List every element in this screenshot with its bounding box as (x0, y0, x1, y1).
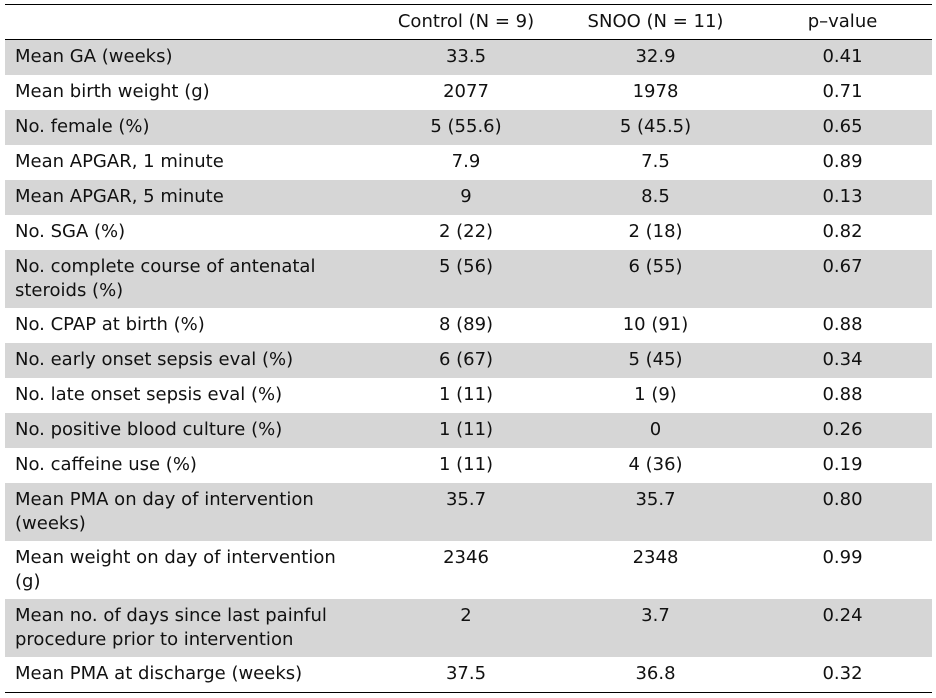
snoo-value: 35.7 (558, 483, 753, 541)
row-label: No. complete course of antenatal steroid… (5, 250, 374, 308)
p-value: 0.19 (822, 454, 863, 475)
p-value: 0.80 (753, 483, 932, 541)
row-label: No. early onset sepsis eval (%) (5, 343, 374, 378)
table-row: No. late onset sepsis eval (%) 1 (11) 1 … (5, 378, 932, 413)
control-value: 2346 (443, 547, 489, 568)
snoo-value: 4 (36) (628, 454, 683, 475)
table-row: Mean PMA on day of intervention (weeks) … (5, 483, 932, 541)
header-p-value: p–value (807, 11, 878, 32)
p-value: 0.88 (822, 384, 863, 405)
row-label: Mean GA (weeks) (5, 39, 374, 75)
table-row: Mean APGAR, 5 minute 9 8.5 0.13 (5, 180, 932, 215)
snoo-value: 2 (18) (628, 221, 683, 242)
table-row: Mean GA (weeks) 33.5 32.9 0.41 (5, 39, 932, 75)
p-value: 0.89 (822, 151, 863, 172)
control-value: 5 (55.6) (374, 110, 558, 145)
snoo-value: 2348 (632, 547, 679, 568)
p-value: 0.32 (822, 663, 863, 684)
table-row: Mean PMA at discharge (weeks) 37.5 36.8 … (5, 657, 932, 693)
row-label: No. caffeine use (%) (15, 454, 197, 475)
row-label: Mean PMA at discharge (weeks) (15, 663, 303, 684)
p-value: 0.67 (753, 250, 932, 308)
control-value: 1 (11) (374, 413, 558, 448)
row-label: Mean APGAR, 1 minute (15, 151, 224, 172)
snoo-value: 10 (91) (622, 314, 689, 335)
p-value: 0.65 (753, 110, 932, 145)
comparison-table-container: Control (N = 9) SNOO (N = 11) p–value Me… (5, 4, 932, 693)
comparison-table: Control (N = 9) SNOO (N = 11) p–value Me… (5, 4, 932, 693)
table-row: No. positive blood culture (%) 1 (11) 0 … (5, 413, 932, 448)
snoo-value: 32.9 (558, 39, 753, 75)
table-row: No. early onset sepsis eval (%) 6 (67) 5… (5, 343, 932, 378)
row-label: No. CPAP at birth (%) (15, 314, 205, 335)
control-value: 2077 (443, 81, 489, 102)
control-value: 8 (89) (438, 314, 494, 335)
table-row: Mean birth weight (g) 2077 1978 0.71 (5, 75, 932, 110)
control-value: 7.9 (451, 151, 481, 172)
row-label: Mean no. of days since last painful proc… (5, 599, 374, 657)
p-value: 0.88 (822, 314, 863, 335)
table-row: Mean APGAR, 1 minute 7.9 7.5 0.89 (5, 145, 932, 180)
control-value: 9 (374, 180, 558, 215)
header-control: Control (N = 9) (397, 11, 535, 32)
control-value: 2 (22) (438, 221, 494, 242)
table-row: Mean no. of days since last painful proc… (5, 599, 932, 657)
control-value: 2 (374, 599, 558, 657)
snoo-value: 0 (558, 413, 753, 448)
snoo-value: 3.7 (558, 599, 753, 657)
control-value: 1 (11) (438, 454, 494, 475)
control-value: 35.7 (374, 483, 558, 541)
p-value: 0.26 (753, 413, 932, 448)
control-value: 5 (56) (374, 250, 558, 308)
p-value: 0.71 (822, 81, 863, 102)
control-value: 37.5 (445, 663, 487, 684)
p-value: 0.82 (822, 221, 863, 242)
table-row: No. SGA (%) 2 (22) 2 (18) 0.82 (5, 215, 932, 250)
row-label: Mean APGAR, 5 minute (5, 180, 374, 215)
header-snoo: SNOO (N = 11) (587, 11, 724, 32)
row-label: No. female (%) (5, 110, 374, 145)
p-value: 0.41 (753, 39, 932, 75)
row-label: Mean PMA on day of intervention (weeks) (5, 483, 374, 541)
table-row: No. caffeine use (%) 1 (11) 4 (36) 0.19 (5, 448, 932, 483)
row-label: No. SGA (%) (15, 221, 126, 242)
snoo-value: 1978 (632, 81, 679, 102)
header-variable (5, 5, 374, 40)
row-label: Mean birth weight (g) (15, 81, 210, 102)
p-value: 0.99 (822, 547, 863, 568)
p-value: 0.13 (753, 180, 932, 215)
row-label: No. late onset sepsis eval (%) (15, 384, 283, 405)
control-value: 33.5 (374, 39, 558, 75)
row-label: No. positive blood culture (%) (5, 413, 374, 448)
snoo-value: 8.5 (558, 180, 753, 215)
snoo-value: 5 (45.5) (558, 110, 753, 145)
table-row: No. female (%) 5 (55.6) 5 (45.5) 0.65 (5, 110, 932, 145)
table-row: No. complete course of antenatal steroid… (5, 250, 932, 308)
row-label: Mean weight on day of intervention (g) (15, 547, 336, 592)
header-row: Control (N = 9) SNOO (N = 11) p–value (5, 4, 932, 40)
table-row: Mean weight on day of intervention (g) 2… (5, 541, 932, 599)
snoo-value: 7.5 (641, 151, 670, 172)
snoo-value: 36.8 (635, 663, 676, 684)
control-value: 1 (11) (438, 384, 494, 405)
p-value: 0.34 (753, 343, 932, 378)
snoo-value: 1 (9) (634, 384, 677, 405)
control-value: 6 (67) (374, 343, 558, 378)
p-value: 0.24 (753, 599, 932, 657)
table-row: No. CPAP at birth (%) 8 (89) 10 (91) 0.8… (5, 308, 932, 343)
snoo-value: 6 (55) (558, 250, 753, 308)
snoo-value: 5 (45) (558, 343, 753, 378)
